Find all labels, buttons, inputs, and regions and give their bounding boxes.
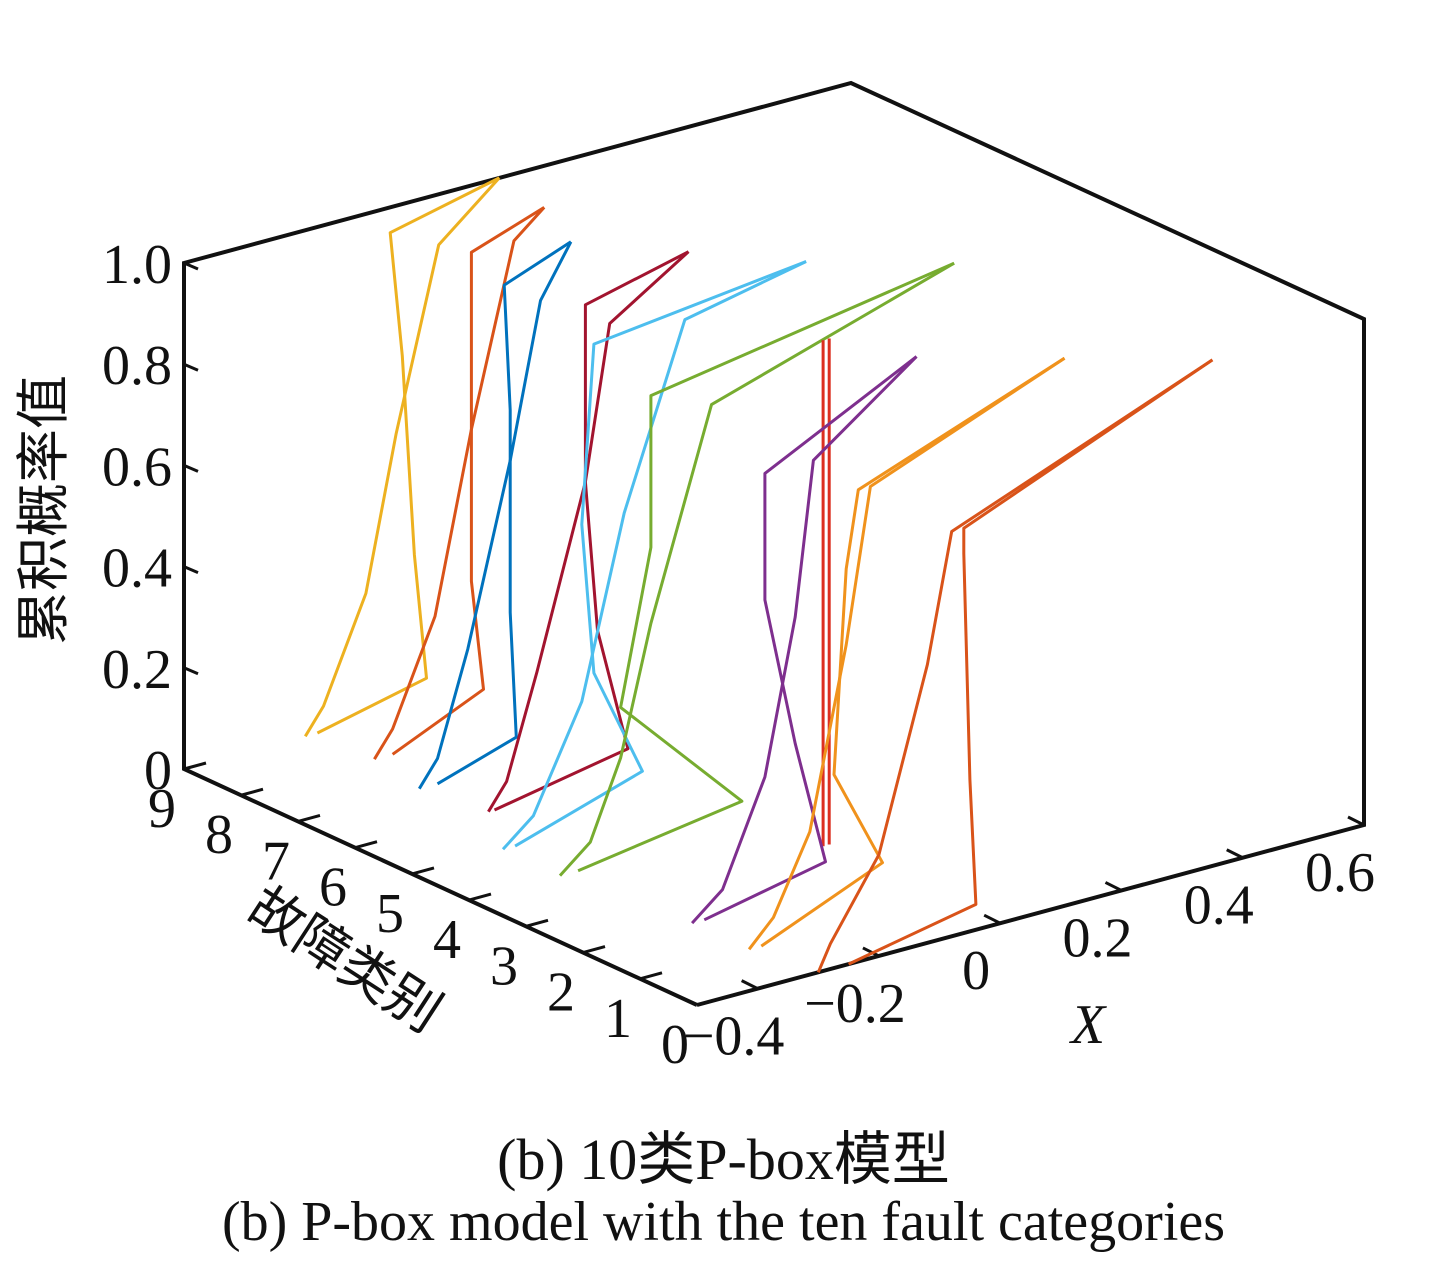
category-tick-label: 6 [319, 857, 347, 919]
z-tick [183, 767, 199, 777]
category-tick [354, 840, 378, 850]
category-tick-label: 7 [262, 830, 290, 892]
category-tick [297, 813, 321, 823]
category-tick [639, 971, 663, 981]
z-tick-label: 0.8 [102, 335, 172, 397]
figure-caption-cn: (b) 10类P-box模型 [497, 1127, 950, 1192]
x-tick-label: 0.6 [1305, 842, 1375, 904]
z-tick [183, 261, 199, 271]
category-tick [183, 761, 207, 771]
category-tick [468, 892, 492, 902]
x-tick [1347, 815, 1365, 827]
category-tick [582, 945, 606, 955]
z-tick-label: 0.4 [102, 538, 172, 600]
x-tick-label: −0.4 [683, 1006, 785, 1068]
x-tick [1104, 881, 1123, 892]
pbox-lower-bound-1 [747, 356, 1066, 951]
pbox-lower-bound-9 [304, 176, 501, 738]
pbox-category-3 [821, 338, 831, 847]
category-tick [411, 866, 435, 876]
pbox-lower-bound-7 [418, 241, 573, 790]
x-tick-label: 0 [962, 940, 990, 1002]
x-tick-label: 0.4 [1184, 875, 1254, 937]
category-tick-label: 5 [376, 883, 404, 945]
pbox-category-1 [747, 356, 1066, 951]
pbox-lower-bound-2 [690, 355, 918, 925]
pbox-category-8 [373, 206, 546, 760]
category-tick-label: 3 [490, 935, 518, 997]
category-tick [696, 997, 720, 1007]
x-axis-title: X [1069, 994, 1108, 1056]
series-layer [304, 176, 1214, 973]
pbox-category-2 [690, 355, 918, 925]
pbox-3d-chart: 00.20.40.60.81.00123456789−0.4−0.200.20.… [12, 80, 1375, 1076]
pbox-lower-bound-8 [373, 206, 546, 760]
pbox-category-6 [487, 250, 690, 813]
tick-labels: 00.20.40.60.81.00123456789−0.4−0.200.20.… [102, 234, 1375, 1076]
axes-box-frame [182, 80, 1366, 1007]
category-tick-label: 1 [604, 988, 632, 1050]
category-tick [525, 918, 549, 928]
pbox-category-0 [816, 358, 1214, 973]
z-tick [183, 362, 199, 372]
pbox-upper-bound-5 [514, 260, 807, 848]
pbox-lower-bound-0 [816, 358, 1214, 973]
pbox-upper-bound-8 [391, 206, 545, 756]
category-tick-label: 8 [205, 804, 233, 866]
z-tick [183, 565, 199, 574]
pbox-category-5 [501, 260, 807, 851]
x-tick [740, 979, 759, 990]
x-tick [983, 913, 1001, 925]
pbox-lower-bound-5 [501, 260, 807, 851]
x-tick [1226, 848, 1244, 860]
category-tick-label: 0 [661, 1014, 689, 1076]
pbox-upper-bound-0 [847, 358, 1214, 966]
z-tick [183, 464, 199, 473]
z-tick-label: 1.0 [102, 234, 172, 296]
x-tick [862, 946, 880, 958]
pbox-upper-bound-4 [577, 261, 955, 873]
pbox-lower-bound-6 [487, 250, 690, 813]
category-tick-label: 9 [148, 778, 176, 840]
figure-caption-en: (b) P-box model with the ten fault categ… [221, 1191, 1226, 1253]
z-tick [183, 666, 199, 676]
axes-outline [182, 80, 1366, 1007]
category-tick-label: 4 [433, 909, 461, 971]
pbox-upper-bound-6 [493, 250, 690, 812]
pbox-category-7 [418, 240, 573, 790]
z-tick-label: 0.6 [102, 436, 172, 498]
x-tick-label: 0.2 [1062, 907, 1132, 969]
pbox-upper-bound-1 [760, 356, 1066, 948]
category-tick [240, 787, 264, 797]
pbox-category-4 [558, 261, 955, 877]
pbox-upper-bound-7 [436, 240, 572, 786]
z-axis-title: 累积概率值 [12, 375, 75, 645]
z-tick-label: 0.2 [102, 639, 172, 701]
x-tick-label: −0.2 [804, 973, 906, 1035]
pbox-upper-bound-2 [703, 355, 918, 922]
pbox-lower-bound-4 [558, 261, 955, 877]
axis-ticks [183, 261, 1365, 1007]
z-tick-label: 0 [144, 740, 172, 802]
category-tick-label: 2 [547, 962, 575, 1024]
